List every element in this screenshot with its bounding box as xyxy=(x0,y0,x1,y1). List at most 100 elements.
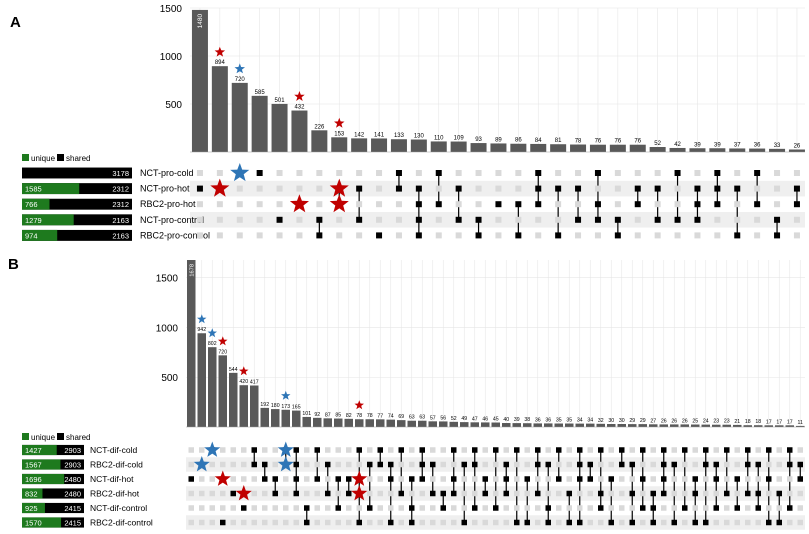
matrix-dot-on xyxy=(304,505,310,511)
matrix-dot-off xyxy=(472,519,478,526)
intersection-bar-a-21 xyxy=(609,144,626,152)
matrix-dot-off xyxy=(608,461,614,468)
bar-star-red-a xyxy=(294,91,305,101)
matrix-dot-off xyxy=(276,185,283,192)
matrix-dot-off xyxy=(793,216,800,223)
matrix-dot-off xyxy=(515,185,522,192)
matrix-dot-off xyxy=(650,461,656,468)
matrix-dot-on xyxy=(415,232,422,239)
bar-value-label-a: 33 xyxy=(774,143,781,149)
matrix-dot-on xyxy=(587,461,593,468)
matrix-dot-off xyxy=(577,490,583,497)
matrix-dot-on xyxy=(682,447,688,453)
intersection-bar-a-10 xyxy=(390,139,407,152)
bar-value-label-b: 720 xyxy=(218,349,227,355)
matrix-dot-on xyxy=(435,201,442,208)
set-size-shared-bar-a xyxy=(22,214,132,226)
matrix-dot-on xyxy=(755,505,761,511)
y-tick-label-a: 1000 xyxy=(160,52,183,63)
set-name-b: RBC2-dif-control xyxy=(90,518,153,528)
matrix-dot-on xyxy=(587,476,593,482)
matrix-dot-off xyxy=(451,461,457,468)
bar-value-label-b: 165 xyxy=(292,405,301,411)
matrix-dot-off xyxy=(535,216,542,223)
matrix-dot-off xyxy=(440,519,446,526)
set-shared-count-b: 2480 xyxy=(64,490,81,499)
matrix-dot-on xyxy=(335,505,341,511)
matrix-dot-on xyxy=(493,505,499,511)
set-size-shared-bar-b xyxy=(22,488,84,499)
intersection-bar-b-23 xyxy=(428,421,437,427)
set-shared-count-b: 2415 xyxy=(64,504,81,513)
matrix-dot-off xyxy=(376,201,383,208)
set-size-shared-bar-a xyxy=(22,167,132,179)
matrix-dot-off xyxy=(230,461,236,468)
matrix-dot-on xyxy=(634,201,641,208)
bar-value-label-b: 29 xyxy=(629,418,635,424)
matrix-dot-off xyxy=(682,519,688,526)
matrix-dot-off xyxy=(461,476,467,482)
matrix-dot-on xyxy=(376,232,383,239)
matrix-dot-on xyxy=(472,447,478,453)
matrix-dot-off xyxy=(325,447,331,453)
matrix-dot-on xyxy=(314,476,320,482)
intersection-bar-a-18 xyxy=(550,144,567,152)
matrix-dot-on xyxy=(545,505,551,511)
intersection-bar-b-2 xyxy=(208,347,217,427)
set-size-unique-bar-b xyxy=(22,517,62,528)
bar-value-label-b: 30 xyxy=(619,418,625,424)
matrix-dot-off xyxy=(272,461,278,468)
matrix-dot-on xyxy=(455,216,462,223)
matrix-dot-off xyxy=(566,447,572,453)
matrix-dot-off xyxy=(776,505,782,511)
matrix-dot-on xyxy=(661,461,667,468)
matrix-dot-off xyxy=(256,201,263,208)
set-unique-count-b: 832 xyxy=(25,490,38,499)
matrix-dot-off xyxy=(435,232,442,239)
matrix-dot-off xyxy=(241,447,247,453)
bar-value-label-a: 86 xyxy=(515,138,522,144)
matrix-dot-off xyxy=(236,216,243,223)
legend-shared-label-b: shared xyxy=(66,433,90,442)
matrix-dot-off xyxy=(755,476,761,482)
matrix-dot-on xyxy=(395,185,402,192)
matrix-dot-off xyxy=(734,461,740,468)
intersection-bar-b-46 xyxy=(670,424,679,427)
bar-value-label-b: 24 xyxy=(703,419,709,425)
intersection-bar-b-40 xyxy=(607,424,616,427)
matrix-dot-on xyxy=(325,461,331,468)
matrix-dot-off xyxy=(440,447,446,453)
intersection-bar-a-14 xyxy=(470,143,487,152)
matrix-dot-off xyxy=(419,490,425,497)
matrix-dot-off xyxy=(314,505,320,511)
matrix-dot-off xyxy=(692,505,698,511)
matrix-dot-off xyxy=(514,505,520,511)
bar-value-label-a: 585 xyxy=(255,90,266,96)
matrix-dot-off xyxy=(682,461,688,468)
matrix-dot-off xyxy=(724,519,730,526)
matrix-dot-on xyxy=(262,461,268,468)
intersection-bar-b-56 xyxy=(775,425,784,427)
matrix-dot-off xyxy=(714,216,721,223)
matrix-dot-on xyxy=(745,461,751,468)
matrix-dot-on xyxy=(461,519,467,526)
intersection-bar-b-10 xyxy=(292,410,301,427)
matrix-dot-on xyxy=(346,476,352,482)
matrix-dot-on xyxy=(713,461,719,468)
matrix-dot-on xyxy=(577,447,583,453)
matrix-dot-on xyxy=(514,447,520,453)
panel-label-a: A xyxy=(10,14,21,31)
matrix-dot-on xyxy=(766,476,772,482)
set-name-a: NCT-pro-control xyxy=(140,215,204,225)
matrix-dot-on xyxy=(692,490,698,497)
intersection-bar-a-27 xyxy=(729,148,746,152)
matrix-dot-on xyxy=(703,519,709,526)
matrix-dot-off xyxy=(199,476,205,482)
matrix-dot-on xyxy=(654,216,661,223)
bar-value-label-b: 23 xyxy=(724,419,730,425)
matrix-dot-off xyxy=(325,476,331,482)
matrix-dot-on xyxy=(482,490,488,497)
matrix-dot-off xyxy=(304,461,310,468)
matrix-dot-on xyxy=(694,216,701,223)
bar-value-label-b: 420 xyxy=(239,379,248,385)
